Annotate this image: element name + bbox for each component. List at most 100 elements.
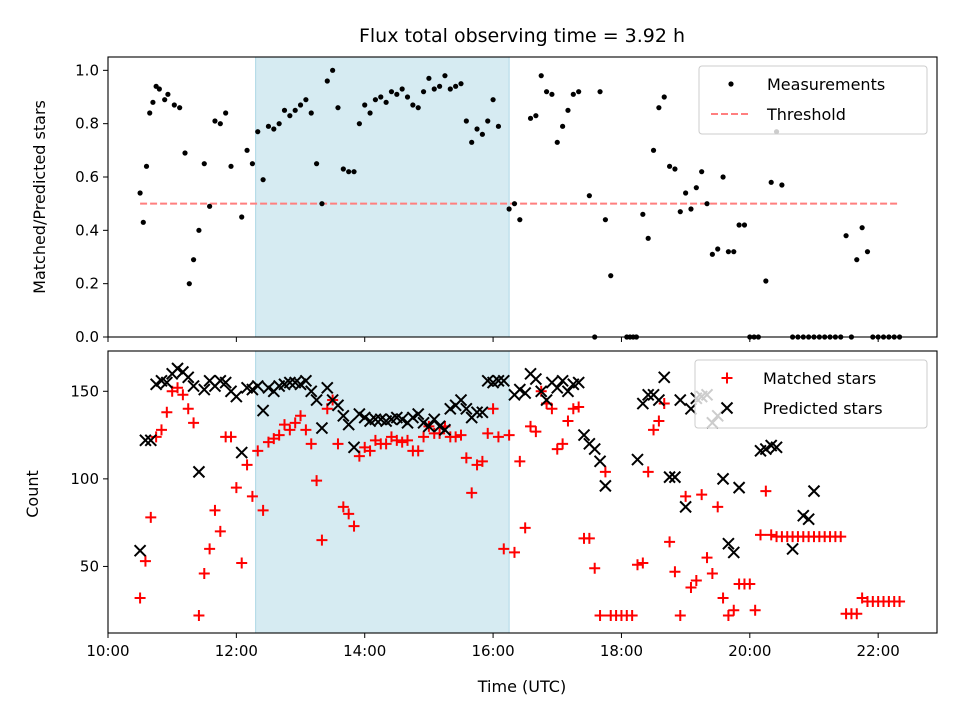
predicted-star-point [198, 383, 211, 396]
matched-star-point [214, 525, 226, 537]
matched-star-point [851, 608, 863, 620]
measurement-point [565, 107, 571, 113]
predicted-star-point [433, 420, 446, 433]
matched-star-point [252, 445, 264, 457]
xtick-label: 18:00 [600, 642, 643, 660]
predicted-star-point [556, 374, 569, 387]
bottom-series-predicted-stars [133, 362, 821, 559]
matched-star-point [519, 522, 531, 534]
predicted-star-point [417, 416, 430, 430]
measurement-point [693, 185, 699, 191]
matched-star-point [514, 455, 526, 467]
measurement-point [731, 249, 737, 255]
predicted-star-point [395, 413, 409, 426]
measurement-point [351, 169, 357, 175]
measurement-point [340, 166, 346, 172]
matched-star-point [492, 431, 504, 443]
measurement-point [362, 102, 368, 108]
predicted-star-point [529, 372, 543, 386]
matched-star-point [567, 403, 579, 415]
measurement-point [474, 126, 480, 132]
matched-star-point [487, 403, 499, 415]
predicted-star-point [561, 385, 575, 398]
measurement-point [287, 113, 293, 119]
predicted-star-point [658, 371, 671, 384]
measurement-point [485, 118, 491, 124]
measurement-point [313, 161, 320, 167]
matched-star-point [712, 501, 724, 513]
matched-star-point [498, 543, 510, 555]
legend-measurements-marker [728, 81, 734, 87]
measurement-point [538, 73, 544, 79]
matched-star-point [204, 543, 216, 555]
top-legend-box [698, 65, 928, 135]
top-axes-frame [107, 56, 938, 338]
predicted-star-point [572, 376, 585, 389]
top-legend: Measurements Threshold [698, 65, 928, 135]
predicted-star-point [759, 442, 773, 456]
top-observing-span [255, 56, 510, 338]
matched-star-point [295, 410, 307, 422]
bottom-ytick-label: 150 [70, 382, 99, 400]
matched-star-point [364, 445, 376, 457]
matched-star-point [177, 389, 189, 401]
measurement-point [165, 91, 171, 97]
matched-star-point [284, 424, 296, 436]
matched-star-point [460, 452, 472, 464]
matched-star-point [599, 466, 611, 478]
matched-star-point [701, 552, 713, 564]
matched-star-point [182, 403, 194, 415]
predicted-star-point [641, 388, 655, 401]
predicted-star-point [716, 472, 730, 486]
matched-star-point [396, 436, 408, 448]
measurement-point [533, 113, 539, 119]
measurement-point [308, 110, 314, 116]
measurement-point [330, 67, 336, 73]
predicted-star-point [679, 500, 692, 514]
predicted-star-point [454, 393, 468, 407]
predicted-star-point [406, 411, 420, 424]
matched-star-point [562, 415, 574, 427]
xtick-label: 10:00 [86, 642, 129, 660]
predicted-star-point [727, 546, 740, 559]
predicted-star-point [342, 418, 355, 431]
predicted-star-point [315, 421, 329, 435]
matched-star-point [198, 567, 210, 579]
xtick-label: 14:00 [343, 642, 386, 660]
measurement-point [346, 169, 352, 175]
measurement-point [319, 201, 325, 207]
measurement-point [143, 163, 150, 169]
matched-star-point [332, 438, 344, 450]
matched-star-point [894, 595, 906, 607]
matched-star-point [450, 431, 462, 443]
predicted-star-point [460, 402, 473, 416]
measurement-point [182, 150, 188, 156]
measurement-point [715, 246, 721, 252]
predicted-star-point [246, 383, 259, 396]
predicted-star-point [636, 397, 650, 410]
measurement-point [265, 123, 272, 129]
measurement-point [495, 123, 502, 129]
matched-star-point [161, 406, 173, 418]
matched-star-point [316, 534, 328, 546]
predicted-star-point [722, 537, 735, 550]
measurement-point [372, 97, 379, 103]
matched-star-point [648, 424, 660, 436]
measurement-point [854, 257, 860, 263]
predicted-star-point [219, 376, 232, 389]
measurement-point [458, 81, 464, 87]
predicted-star-point [230, 390, 243, 403]
matched-star-point [551, 443, 563, 455]
legend-label: Threshold [766, 105, 846, 124]
measurement-point [661, 94, 667, 100]
matched-star-point [706, 567, 718, 579]
matched-star-point [139, 555, 151, 567]
matched-star-point [380, 438, 392, 450]
matched-star-point [658, 398, 670, 410]
predicted-star-point [668, 470, 682, 484]
predicted-star-point [497, 374, 510, 387]
measurement-point [864, 249, 871, 255]
measurement-point [335, 105, 341, 111]
matched-star-point [230, 482, 242, 494]
measurement-point [543, 89, 550, 95]
